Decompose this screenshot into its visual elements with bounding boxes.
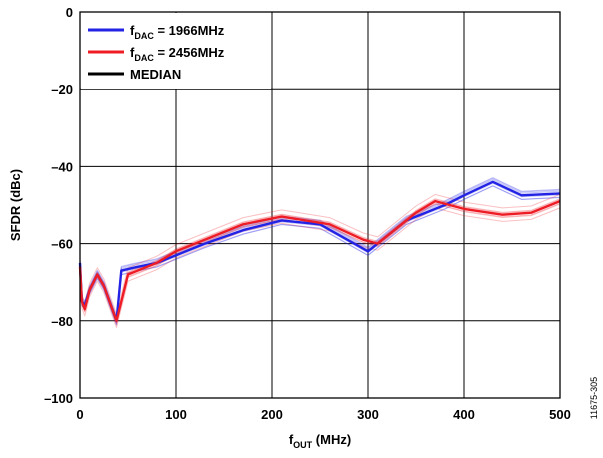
legend-label-rest: = 1966MHz xyxy=(154,23,225,38)
x-tick-label: 100 xyxy=(165,407,187,422)
x-tick-label: 400 xyxy=(453,407,475,422)
plot-frame xyxy=(79,11,561,399)
y-tick-label: –100 xyxy=(44,391,73,406)
x-tick-labels: 0 100 200 300 400 500 xyxy=(76,407,570,422)
legend-label: fDAC = 1966MHz xyxy=(130,23,225,41)
run-trace xyxy=(79,185,561,326)
legend-label-main: f xyxy=(130,23,135,38)
y-tick-label: 0 xyxy=(66,5,73,20)
x-axis-label: fOUT (MHz) xyxy=(289,432,351,450)
x-axis-label-sub: OUT xyxy=(293,440,313,450)
legend-label-main: f xyxy=(130,45,135,60)
legend-label-main: MEDIAN xyxy=(130,67,181,82)
x-tick-label: 300 xyxy=(357,407,379,422)
x-tick-label: 200 xyxy=(261,407,283,422)
run-trace xyxy=(79,185,561,326)
legend-label-rest: = 2456MHz xyxy=(154,45,225,60)
legend-label-sub: DAC xyxy=(134,53,154,63)
series-lines xyxy=(78,180,561,322)
y-tick-label: –40 xyxy=(51,159,73,174)
run-trace xyxy=(79,193,561,315)
legend-label: fDAC = 2456MHz xyxy=(130,45,225,63)
legend-label: MEDIAN xyxy=(130,67,181,82)
x-axis-label-rest: (MHz) xyxy=(312,432,351,447)
x-tick-label: 500 xyxy=(549,407,571,422)
y-tick-label: –60 xyxy=(51,237,73,252)
series-line xyxy=(78,199,561,322)
y-axis-label: SFDR (dBc) xyxy=(8,169,23,241)
y-tick-label: –80 xyxy=(51,314,73,329)
y-tick-label: –20 xyxy=(51,82,73,97)
x-tick-label: 0 xyxy=(76,407,83,422)
run-trace xyxy=(79,203,561,325)
legend-label-sub: DAC xyxy=(134,31,154,41)
x-axis-label-main: f xyxy=(289,432,294,447)
y-tick-labels: 0 –20 –40 –60 –80 –100 xyxy=(44,5,73,406)
figure-number: 11675-305 xyxy=(589,377,599,419)
